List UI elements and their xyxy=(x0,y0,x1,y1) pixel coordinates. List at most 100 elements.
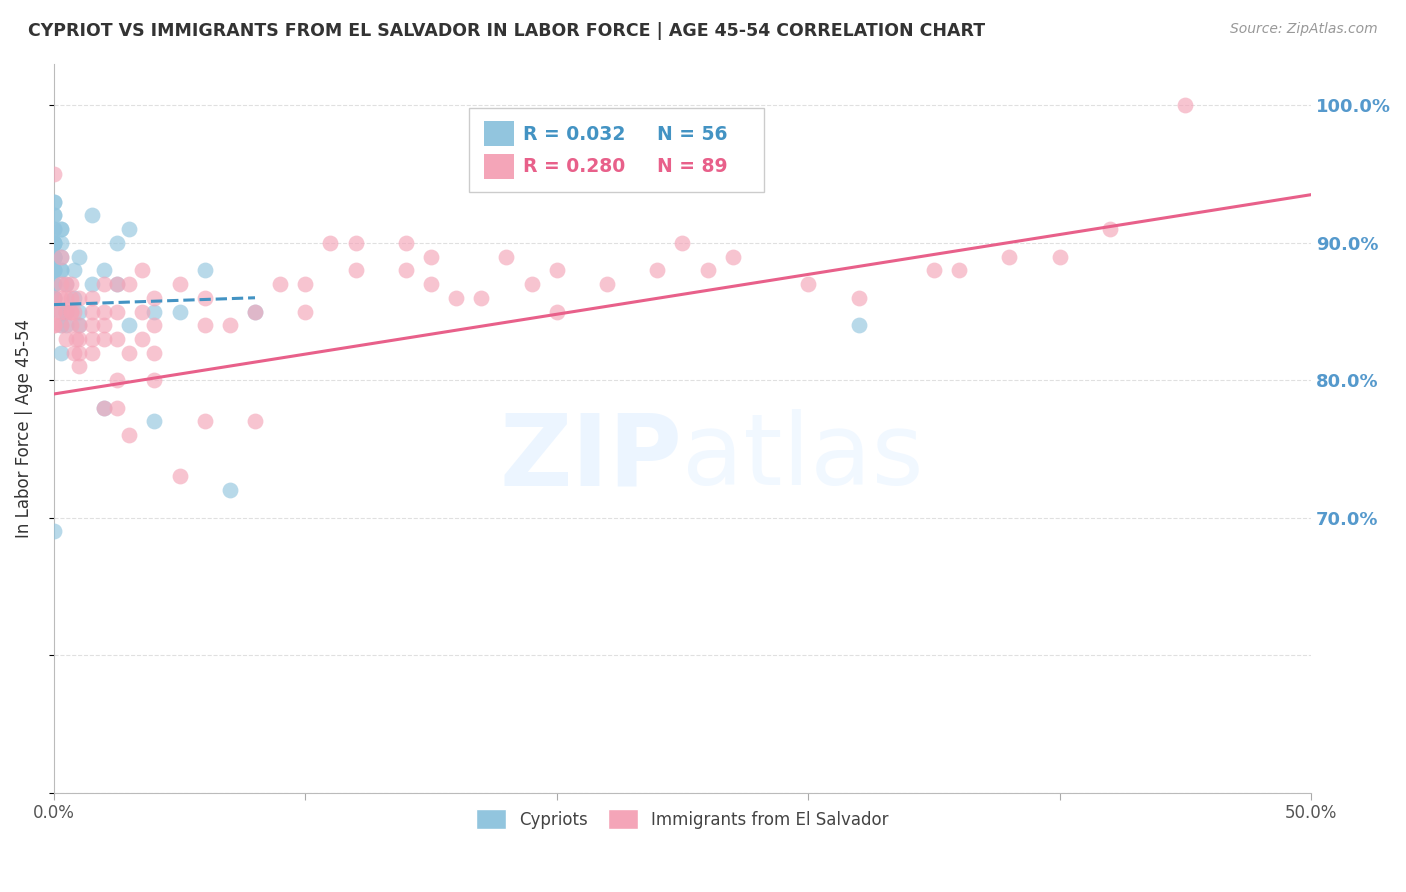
Point xyxy=(143,373,166,387)
Point xyxy=(42,194,65,209)
Point xyxy=(42,208,65,222)
Point xyxy=(55,304,77,318)
Point xyxy=(42,167,65,181)
Point xyxy=(42,235,65,250)
Point xyxy=(105,373,128,387)
Point xyxy=(67,332,90,346)
Point xyxy=(243,415,266,429)
Point xyxy=(218,318,240,333)
FancyBboxPatch shape xyxy=(484,121,515,145)
Point xyxy=(848,318,870,333)
Point xyxy=(169,277,191,291)
Text: N = 56: N = 56 xyxy=(658,125,728,144)
Point xyxy=(243,304,266,318)
Point xyxy=(51,235,73,250)
Point xyxy=(998,250,1021,264)
Point xyxy=(42,277,65,291)
Point xyxy=(51,291,73,305)
Point xyxy=(344,263,367,277)
FancyBboxPatch shape xyxy=(484,154,515,179)
Point xyxy=(65,332,87,346)
Point xyxy=(60,318,83,333)
Point xyxy=(51,222,73,236)
Point xyxy=(169,304,191,318)
Point xyxy=(444,291,467,305)
Point xyxy=(63,263,86,277)
Point xyxy=(55,277,77,291)
Point xyxy=(546,263,568,277)
Point xyxy=(169,469,191,483)
Point xyxy=(63,291,86,305)
Point xyxy=(93,277,115,291)
Point xyxy=(520,277,543,291)
Point xyxy=(194,318,217,333)
Point xyxy=(42,194,65,209)
Point xyxy=(294,304,316,318)
Point xyxy=(42,235,65,250)
Point xyxy=(93,318,115,333)
Point xyxy=(93,332,115,346)
Legend: Cypriots, Immigrants from El Salvador: Cypriots, Immigrants from El Salvador xyxy=(470,803,896,835)
Text: R = 0.280: R = 0.280 xyxy=(523,157,626,177)
Point xyxy=(42,222,65,236)
Point xyxy=(294,277,316,291)
Point xyxy=(470,291,492,305)
Point xyxy=(420,250,443,264)
Point xyxy=(93,304,115,318)
Point xyxy=(80,345,103,359)
Point xyxy=(67,359,90,374)
Point xyxy=(67,345,90,359)
Point xyxy=(269,277,291,291)
Point xyxy=(42,524,65,539)
Point xyxy=(420,277,443,291)
Point xyxy=(344,235,367,250)
Point xyxy=(105,304,128,318)
Point xyxy=(80,277,103,291)
Point xyxy=(42,291,65,305)
Text: ZIP: ZIP xyxy=(499,409,682,506)
Point xyxy=(51,345,73,359)
Point xyxy=(42,235,65,250)
Point xyxy=(42,235,65,250)
Point xyxy=(42,250,65,264)
Point xyxy=(797,277,820,291)
Point xyxy=(143,345,166,359)
Point xyxy=(596,277,619,291)
Point xyxy=(60,304,83,318)
Text: R = 0.032: R = 0.032 xyxy=(523,125,626,144)
Point xyxy=(1049,250,1071,264)
Point xyxy=(1098,222,1121,236)
Point xyxy=(105,235,128,250)
Point xyxy=(1174,98,1197,112)
Point xyxy=(131,263,153,277)
Point xyxy=(194,263,217,277)
Point xyxy=(922,263,945,277)
Point xyxy=(67,291,90,305)
Point xyxy=(55,332,77,346)
Point xyxy=(647,263,669,277)
Point xyxy=(80,291,103,305)
Point xyxy=(55,291,77,305)
Point xyxy=(93,401,115,415)
Point xyxy=(51,250,73,264)
Point xyxy=(118,318,141,333)
Text: atlas: atlas xyxy=(682,409,924,506)
Point xyxy=(218,483,240,498)
Point xyxy=(80,332,103,346)
Point xyxy=(60,291,83,305)
Y-axis label: In Labor Force | Age 45-54: In Labor Force | Age 45-54 xyxy=(15,318,32,538)
Point xyxy=(42,263,65,277)
Point xyxy=(67,318,90,333)
Point xyxy=(495,250,517,264)
Point xyxy=(395,263,418,277)
Point xyxy=(93,401,115,415)
Point xyxy=(51,222,73,236)
Point xyxy=(42,318,65,333)
Point xyxy=(51,263,73,277)
Point xyxy=(51,277,73,291)
Point xyxy=(848,291,870,305)
Point xyxy=(51,318,73,333)
Point xyxy=(42,250,65,264)
Point xyxy=(948,263,970,277)
Point xyxy=(721,250,744,264)
